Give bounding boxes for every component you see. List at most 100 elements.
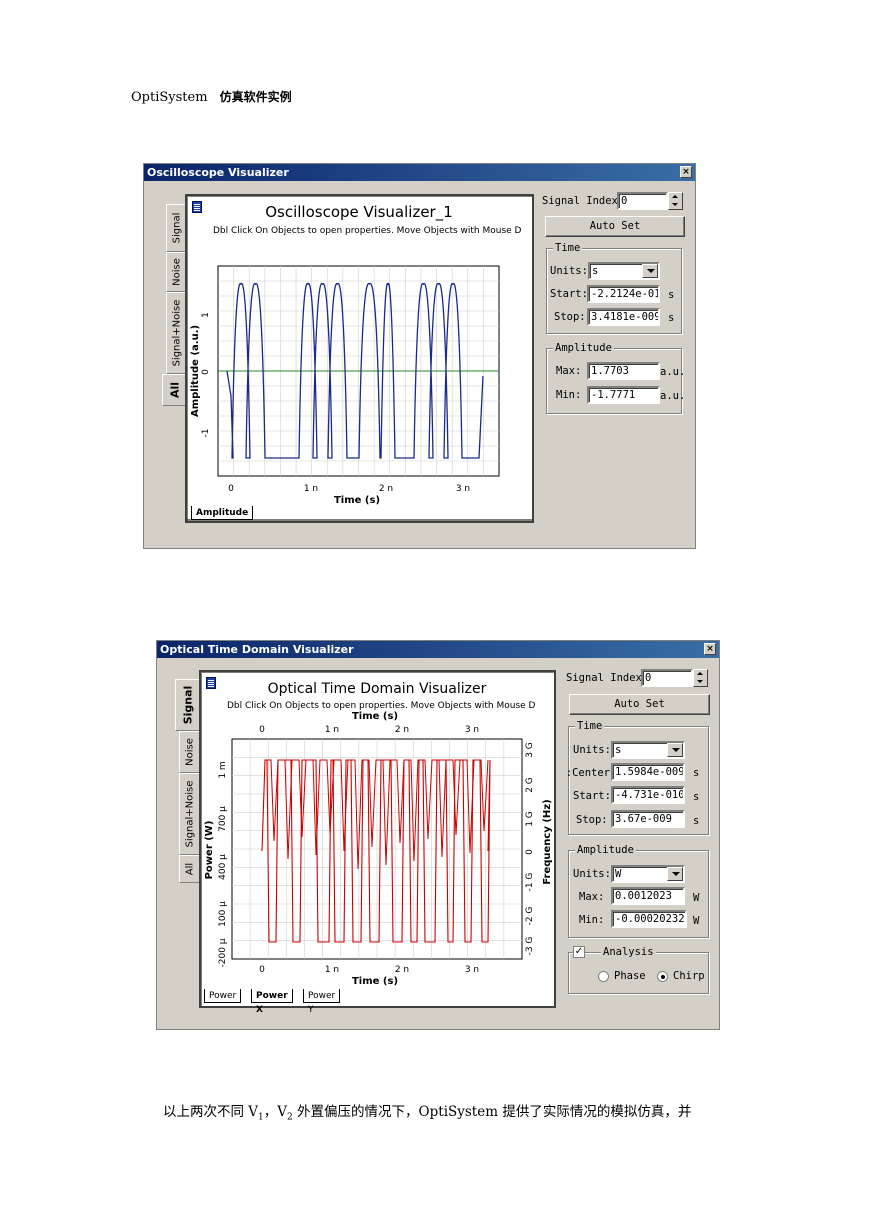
signal-index-spinner[interactable]: [693, 669, 708, 687]
start-label: Start:: [550, 288, 588, 300]
stop-field[interactable]: 3.4181e-009: [587, 308, 660, 326]
y2-ticks: 3 G 2 G 1 G 0 -1 G -2 G -3 G: [525, 742, 535, 955]
close-icon[interactable]: ×: [680, 166, 692, 178]
chevron-down-icon[interactable]: [642, 264, 658, 278]
start-field[interactable]: -2.2124e-010: [587, 285, 660, 303]
amp-units-dropdown[interactable]: W: [611, 865, 685, 883]
tab-power-y[interactable]: Power Y: [303, 989, 341, 1015]
min-field[interactable]: -0.00020232: [611, 910, 687, 928]
y2-tick-label: -1 G: [525, 873, 535, 892]
min-label: Min:: [556, 389, 582, 401]
max-label: Max:: [579, 891, 605, 903]
footer-subscript: 1: [258, 1112, 264, 1123]
max-field[interactable]: 1.7703: [587, 362, 660, 380]
x-tick-label: 1 n: [325, 965, 339, 975]
tab-signal-noise[interactable]: Signal+Noise: [166, 292, 187, 374]
tab-label: Noise: [184, 738, 196, 766]
stop-field[interactable]: 3.67e-009: [611, 810, 685, 828]
plot-title: Oscilloscope Visualizer_1: [265, 203, 453, 222]
top-x-tick-label: 3 n: [465, 725, 479, 735]
tab-label: All: [168, 381, 181, 399]
group-label: Amplitude: [575, 844, 636, 856]
visualizer-icon: [192, 201, 202, 213]
time-group: Time: [546, 242, 682, 334]
plot-hint: Dbl Click On Objects to open properties.…: [227, 701, 536, 711]
window-titlebar: Optical Time Domain Visualizer ×: [157, 641, 719, 658]
y-ticks: 1 m 700 μ 400 μ 100 μ -200 μ: [218, 761, 228, 967]
min-field[interactable]: -1.7771: [587, 386, 660, 404]
chevron-down-icon[interactable]: [667, 743, 683, 757]
stop-label: Stop:: [576, 814, 608, 826]
auto-set-button[interactable]: Auto Set: [545, 216, 685, 237]
max-field[interactable]: 0.0012023: [611, 887, 685, 905]
max-unit: a.u.: [660, 366, 686, 378]
tab-all[interactable]: All: [162, 374, 186, 406]
x-tick-label: 1 n: [304, 484, 318, 494]
y2-tick-label: 3 G: [525, 742, 535, 758]
stop-label: Stop:: [554, 311, 586, 323]
tab-label: Signal: [171, 212, 183, 244]
tab-signal[interactable]: Signal: [175, 679, 199, 731]
tab-noise[interactable]: Noise: [166, 252, 187, 292]
top-x-axis-label: Time (s): [352, 711, 398, 722]
optical-time-plot: Optical Time Domain Visualizer Dbl Click…: [204, 681, 553, 987]
y-tick-label: 1: [201, 312, 211, 318]
start-field[interactable]: -4.731e-010: [611, 786, 685, 804]
document-header: OptiSystem 仿真软件实例: [131, 88, 292, 105]
start-label: Start:: [573, 790, 611, 802]
x-tick-label: 3 n: [456, 484, 470, 494]
stop-unit: s: [668, 312, 675, 324]
tab-label: Signal+Noise: [184, 780, 196, 848]
tab-label: Signal: [181, 685, 194, 725]
signal-index-field[interactable]: 0: [617, 192, 668, 210]
tab-signal-noise[interactable]: Signal+Noise: [179, 773, 200, 855]
top-x-tick-label: 1 n: [325, 725, 339, 735]
min-unit: a.u.: [660, 390, 686, 402]
tab-signal[interactable]: Signal: [166, 204, 187, 252]
window-titlebar: Oscilloscope Visualizer ×: [144, 164, 695, 181]
center-field[interactable]: 1.5984e-009: [611, 763, 685, 781]
group-label: Amplitude: [553, 342, 614, 354]
group-label: Time: [553, 242, 583, 254]
y2-tick-label: -2 G: [525, 907, 535, 926]
close-icon[interactable]: ×: [704, 643, 716, 655]
y-tick-label: 700 μ: [218, 806, 228, 832]
signal-index-field[interactable]: 0: [641, 669, 693, 687]
y-tick-label: -1: [201, 429, 211, 438]
phase-radio[interactable]: [598, 971, 609, 982]
y2-tick-label: -3 G: [525, 937, 535, 956]
oscilloscope-plot: Oscilloscope Visualizer_1 Dbl Click On O…: [187, 203, 532, 521]
x-tick-label: 0: [228, 484, 234, 494]
y-tick-label: 100 μ: [218, 901, 228, 927]
auto-set-button[interactable]: Auto Set: [569, 694, 710, 715]
plot-hint: Dbl Click On Objects to open properties.…: [213, 226, 522, 236]
tab-amplitude[interactable]: Amplitude: [191, 506, 254, 520]
chirp-radio[interactable]: [657, 971, 668, 982]
tab-label: Signal+Noise: [171, 299, 183, 367]
analysis-label: Analysis: [601, 946, 656, 958]
start-unit: s: [693, 791, 700, 803]
y2-tick-label: 0: [525, 849, 535, 855]
oscilloscope-window: Oscilloscope Visualizer × Signal Noise S…: [143, 163, 696, 549]
visualizer-icon: [206, 677, 216, 689]
plot-frame: Optical Time Domain Visualizer Dbl Click…: [199, 670, 556, 1015]
stop-unit: s: [693, 815, 700, 827]
x-axis-label: Time (s): [352, 976, 398, 987]
group-label: Time: [575, 720, 605, 732]
y-tick-label: -200 μ: [218, 938, 228, 967]
tab-all[interactable]: All: [179, 855, 200, 883]
tab-label: All: [184, 862, 196, 876]
units-dropdown[interactable]: s: [611, 741, 685, 759]
tab-power-x[interactable]: Power X: [251, 989, 293, 1015]
x-tick-label: 3 n: [465, 965, 479, 975]
tab-power[interactable]: Power: [204, 989, 242, 1003]
signal-index-spinner[interactable]: [668, 192, 683, 210]
tab-noise[interactable]: Noise: [179, 731, 200, 773]
chevron-down-icon[interactable]: [667, 867, 683, 881]
plot-grid: [231, 738, 523, 960]
amplitude-trace: [226, 282, 484, 459]
analysis-checkbox[interactable]: ✓: [573, 946, 585, 958]
max-unit: W: [693, 892, 700, 904]
y-tick-label: 400 μ: [218, 854, 228, 880]
top-x-tick-label: 2 n: [395, 725, 409, 735]
